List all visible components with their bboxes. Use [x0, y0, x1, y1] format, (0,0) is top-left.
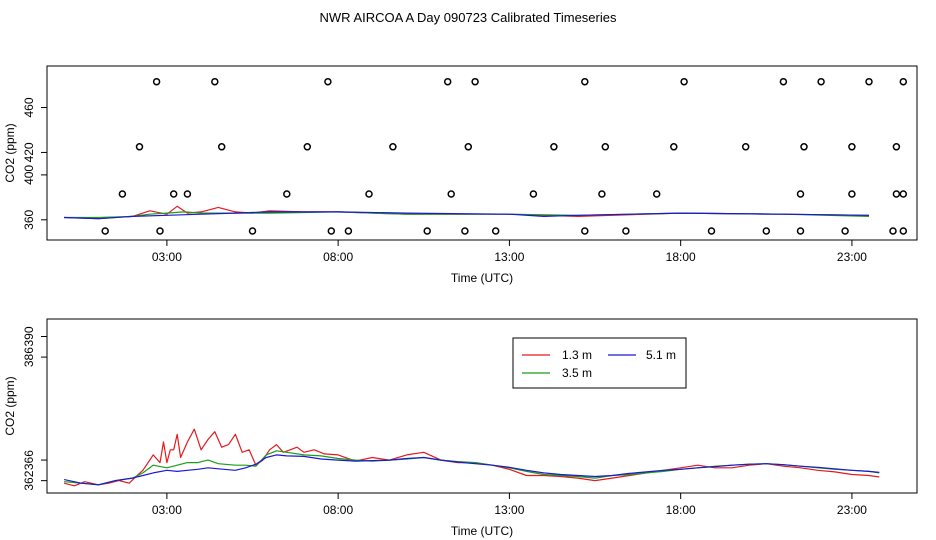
legend-label-5-1m: 5.1 m — [646, 348, 676, 362]
top-point — [118, 190, 127, 198]
top-point — [796, 227, 805, 235]
bottom-xtick-label: 13:00 — [494, 503, 524, 517]
top-point — [865, 77, 873, 86]
top-point — [652, 190, 661, 198]
bottom-plot-frame — [46, 318, 918, 494]
top-xtick-label: 13:00 — [494, 250, 524, 264]
top-point — [156, 227, 164, 235]
top-point — [680, 77, 688, 86]
top-ylabel: CO2 (ppm) — [3, 123, 17, 182]
top-point — [848, 143, 856, 151]
legend: 1.3 m 3.5 m 5.1 m — [512, 337, 687, 389]
top-point — [471, 77, 479, 86]
top-point — [491, 227, 500, 235]
top-ytick-label: 360 — [22, 209, 36, 229]
top-point — [152, 77, 161, 86]
top-point — [461, 227, 469, 235]
top-ytick-label: 460 — [22, 97, 36, 117]
top-point — [169, 190, 178, 198]
top-point — [344, 227, 353, 235]
top-point — [741, 143, 750, 151]
chart-title: NWR AIRCOA A Day 090723 Calibrated Times… — [320, 10, 617, 25]
top-point — [841, 227, 849, 235]
top-point — [365, 190, 373, 198]
top-point — [283, 190, 291, 198]
top-point — [889, 227, 897, 235]
top-point — [423, 227, 431, 235]
top-point — [324, 77, 332, 86]
top-ytick-label: 420 — [22, 142, 36, 162]
top-point — [135, 143, 144, 151]
top-point — [327, 227, 336, 235]
top-xtick-label: 03:00 — [152, 250, 182, 264]
top-point — [707, 227, 716, 235]
top-point — [447, 190, 455, 198]
top-point — [892, 143, 901, 151]
bottom-xtick-label: 03:00 — [152, 503, 182, 517]
top-point — [217, 143, 226, 151]
bottom-ytick-label: 362 — [22, 470, 36, 490]
bottom-marks — [63, 428, 880, 487]
top-point — [550, 143, 558, 151]
bottom-ytick-label: 390 — [22, 326, 36, 346]
bottom-ytick-label: 366 — [22, 450, 36, 470]
bottom-series-5-1-m — [63, 454, 880, 486]
top-point — [601, 143, 610, 151]
top-point — [443, 77, 452, 86]
bottom-xlabel: Time (UTC) — [451, 524, 513, 538]
top-point — [899, 227, 908, 235]
top-series-5-1-m — [64, 211, 870, 220]
top-point — [581, 77, 589, 86]
bottom-series-3-5-m — [64, 450, 880, 486]
top-xtick-label: 23:00 — [837, 250, 867, 264]
top-point — [796, 190, 805, 198]
top-point — [389, 143, 397, 151]
top-point — [800, 143, 808, 151]
top-ytick-label: 400 — [22, 165, 36, 185]
bottom-xtick-label: 08:00 — [323, 503, 353, 517]
top-point — [779, 77, 788, 86]
top-point — [303, 143, 312, 151]
legend-box — [512, 337, 687, 389]
bottom-ytick-label: 386 — [22, 347, 36, 367]
top-point — [581, 227, 589, 235]
bottom-xtick-label: 23:00 — [837, 503, 867, 517]
top-point — [817, 77, 825, 86]
top-point — [598, 190, 606, 198]
top-axes: 03:00 08:00 13:00 18:00 23:00 360 400 420 460 — [22, 97, 867, 264]
bottom-xtick-label: 18:00 — [666, 503, 696, 517]
top-xlabel: Time (UTC) — [451, 271, 513, 285]
legend-label-3-5m: 3.5 m — [562, 366, 592, 380]
top-xtick-label: 18:00 — [666, 250, 696, 264]
top-point — [529, 190, 538, 198]
top-point — [211, 77, 219, 86]
top-point — [899, 190, 908, 198]
top-plot-frame — [46, 65, 918, 241]
top-point — [101, 227, 109, 235]
top-point — [183, 190, 192, 198]
top-point — [622, 227, 630, 235]
bottom-ylabel: CO2 (ppm) — [3, 376, 17, 435]
top-point — [248, 227, 257, 235]
top-point — [670, 143, 678, 151]
top-point — [892, 190, 901, 198]
bottom-series-1-3-m — [63, 428, 880, 487]
top-point — [464, 143, 473, 151]
top-point — [848, 190, 856, 198]
top-xtick-label: 08:00 — [323, 250, 353, 264]
top-point — [899, 77, 908, 86]
top-marks — [64, 77, 908, 235]
top-panel: 03:00 08:00 13:00 18:00 23:00 360 400 420 460 Ti… — [3, 65, 918, 285]
legend-label-1-3m: 1.3 m — [562, 348, 592, 362]
top-point — [762, 227, 771, 235]
